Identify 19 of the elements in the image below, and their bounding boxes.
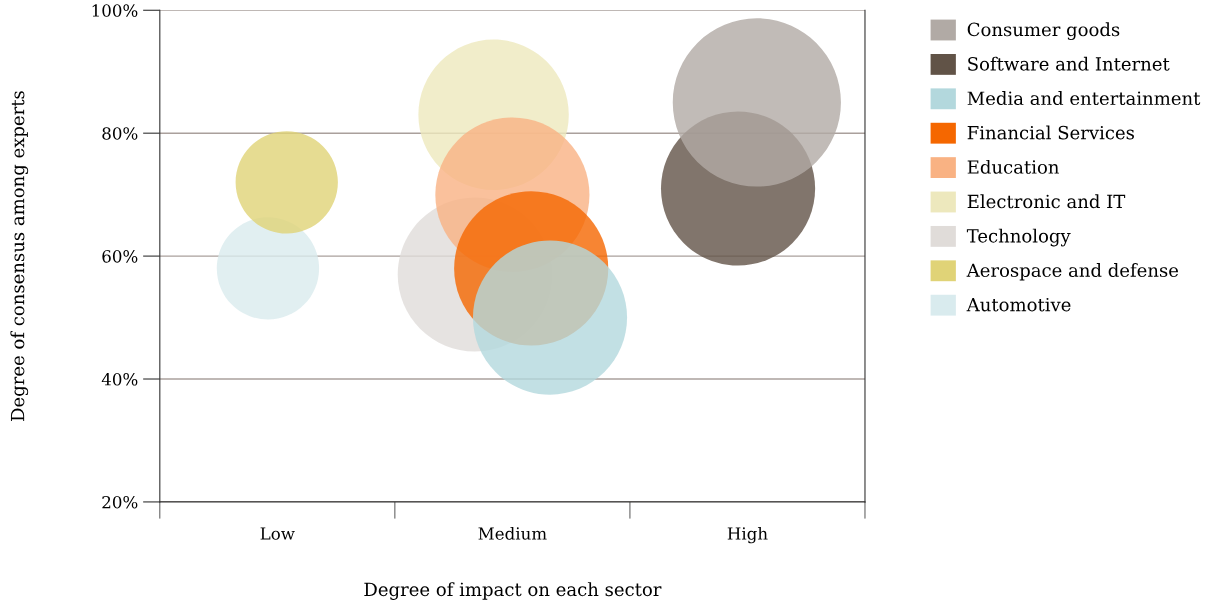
x-tick-label: High	[727, 526, 768, 544]
legend-label: Automotive	[966, 297, 1071, 312]
y-tick-label: 80%	[102, 127, 138, 140]
legend-label: Media and entertainment	[967, 91, 1201, 106]
y-tick-label: 20%	[102, 495, 138, 509]
x-axis-title: Degree of impact on each sector	[364, 582, 662, 600]
x-tick-label: Medium	[478, 526, 547, 540]
legend-label: Electronic and IT	[967, 194, 1126, 209]
y-axis-title: Degree of consensus among experts	[10, 91, 29, 421]
x-tick-label: Low	[260, 527, 295, 540]
legend-label: Consumer goods	[967, 22, 1120, 41]
legend-label: Education	[967, 159, 1059, 174]
legend-label: Software and Internet	[968, 56, 1170, 71]
y-tick-label: 40%	[101, 372, 138, 386]
y-tick-label: 60%	[102, 250, 138, 263]
y-tick-label: 100%	[92, 4, 138, 17]
legend-label: Aerospace and defense	[966, 263, 1179, 281]
legend-label: Financial Services	[967, 125, 1134, 140]
legend-label: Technology	[966, 228, 1071, 247]
